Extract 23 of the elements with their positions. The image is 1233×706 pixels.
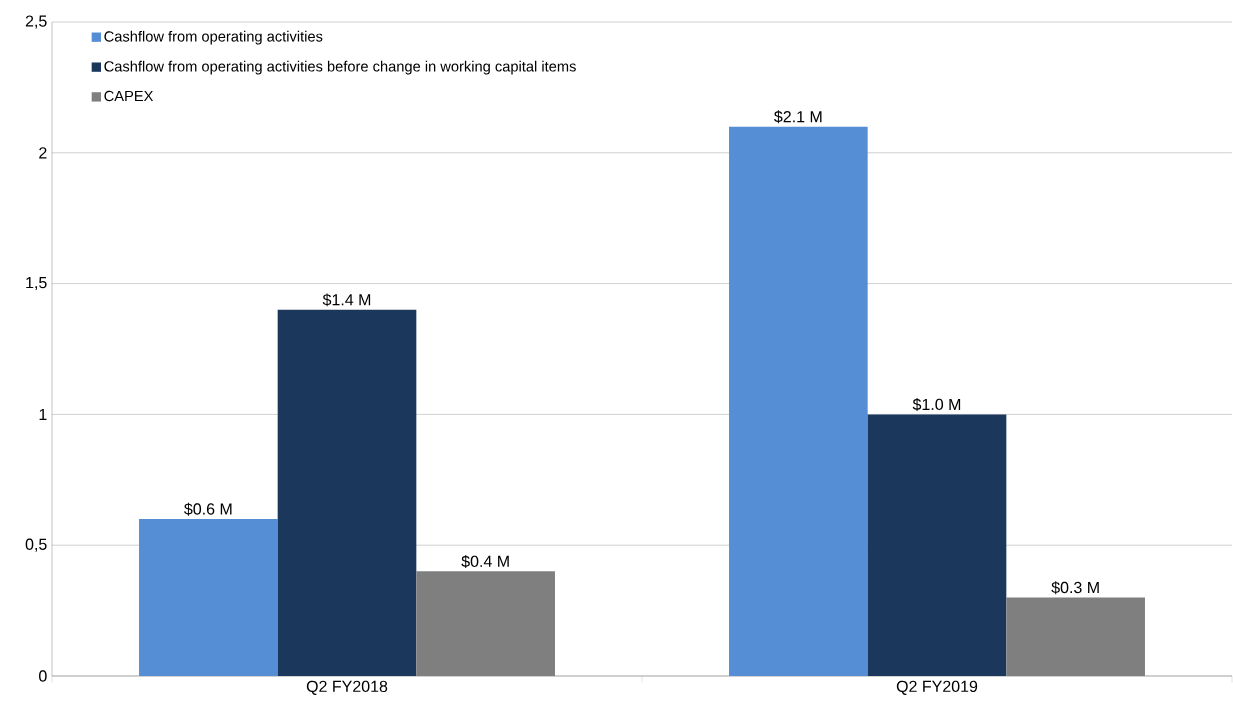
- bar: [867, 414, 1007, 676]
- bar: [139, 519, 278, 676]
- legend-label: Cashflow from operating activities: [104, 30, 323, 45]
- y-tick-label: 1: [39, 408, 47, 420]
- x-tick-label: Q2 FY2018: [306, 680, 388, 695]
- bar: [416, 571, 555, 676]
- bar: [729, 126, 868, 676]
- data-label: $0.3 M: [1051, 581, 1099, 595]
- data-label: $1.4 M: [322, 293, 371, 307]
- legend-label: Cashflow from operating activities before change in working capital items: [104, 60, 576, 75]
- y-tick-label: 0,5: [25, 538, 47, 552]
- x-tick-label: Q2 FY2019: [896, 680, 978, 695]
- data-label: $1.0 M: [912, 398, 961, 412]
- bar: [1006, 597, 1145, 676]
- y-tick-label: 2,5: [25, 15, 47, 29]
- data-label: $2.1 M: [774, 110, 822, 124]
- y-tick-label: 2: [39, 147, 47, 159]
- y-tick-label: 1,5: [26, 277, 47, 291]
- data-label: $0.4 M: [461, 555, 509, 568]
- bar: [277, 309, 417, 676]
- data-label: $0.6 M: [184, 502, 232, 516]
- y-tick-label: 0: [39, 670, 47, 682]
- legend-label: CAPEX: [104, 90, 154, 102]
